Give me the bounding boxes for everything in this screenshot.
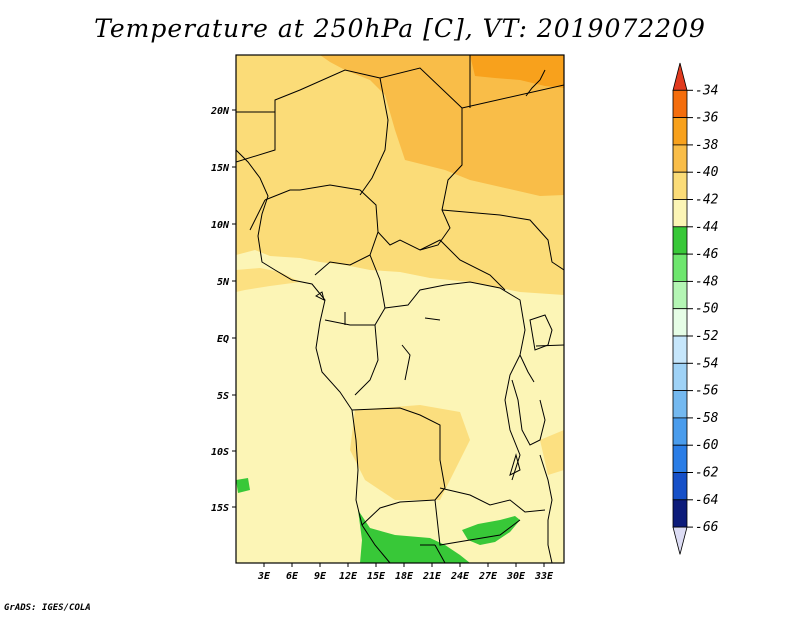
colorbar-swatch <box>672 335 688 364</box>
colorbar-swatch <box>672 308 688 337</box>
colorbar-swatch <box>672 499 688 528</box>
field-minus-40-to-42-west <box>236 268 300 292</box>
lat-tick-label: 20N <box>210 106 230 117</box>
grads-credit: GrADS: IGES/COLA <box>4 603 91 613</box>
colorbar-bottom-triangle <box>672 526 688 555</box>
colorbar-swatch <box>672 89 688 119</box>
lat-tick-labels: 20N 15N 10N 5N EQ 5S 10S 15S <box>210 106 230 514</box>
lon-tick-label: 6E <box>286 571 299 582</box>
colorbar-swatch <box>672 226 688 255</box>
colorbar-top-triangle <box>672 62 688 91</box>
colorbar-label: -66 <box>695 520 719 535</box>
colorbar-label: -44 <box>695 220 718 235</box>
lat-tick-label: 15N <box>211 163 230 174</box>
colorbar-label: -50 <box>695 302 719 317</box>
colorbar-label: -42 <box>695 193 719 208</box>
lat-tick-label: 5N <box>217 277 230 288</box>
page-title: Temperature at 250hPa [C], VT: 201907220… <box>94 14 706 43</box>
colorbar-swatch <box>672 417 688 446</box>
country-borders <box>236 55 564 563</box>
field-minus-38-to-40 <box>320 55 564 196</box>
lon-tick-label: 27E <box>478 571 498 582</box>
colorbar-swatch <box>672 199 688 228</box>
colorbar-label: -62 <box>695 466 719 481</box>
lon-tick-label: 18E <box>395 571 414 582</box>
colorbar-swatch <box>672 117 688 146</box>
lon-tick-label: 30E <box>506 571 526 582</box>
colorbar-swatch <box>672 444 688 473</box>
lat-tick-label: 10S <box>211 447 229 458</box>
field-minus-44-to-46 <box>358 510 470 563</box>
colorbar-label: -40 <box>695 165 719 180</box>
lon-tick-label: 12E <box>339 571 358 582</box>
colorbar-label: -46 <box>695 247 719 262</box>
lon-tick-labels: 3E 6E 9E 12E 15E 18E 21E 24E 27E 30E 33E <box>257 571 554 582</box>
colorbar-label: -60 <box>695 438 719 453</box>
field-minus-40-to-42-east <box>540 430 564 475</box>
colorbar-swatch <box>672 390 688 419</box>
field-minus-44-to-46-east <box>462 516 520 545</box>
colorbar-swatch <box>672 362 688 391</box>
colorbar-label: -48 <box>695 274 719 289</box>
lon-tick-label: 3E <box>257 571 271 582</box>
lon-tick-label: 9E <box>314 571 327 582</box>
lat-tick-label: 10N <box>211 220 230 231</box>
colorbar-label: -38 <box>695 138 719 153</box>
colorbar-swatch <box>672 253 688 282</box>
map-frame <box>235 54 565 564</box>
colorbar-label: -54 <box>695 356 718 371</box>
colorbar-swatch <box>672 472 688 501</box>
colorbar-swatch <box>672 171 688 200</box>
field-minus-44-to-46-west <box>236 478 250 493</box>
colorbar: -34 -36 -38 -40 -42 -44 -46 -48 -50 -52 -54 -56 -58 -… <box>672 62 719 555</box>
colorbar-swatch <box>672 144 688 173</box>
lat-tick-label: 5S <box>217 391 229 402</box>
colorbar-swatch <box>672 280 688 310</box>
colorbar-label: -58 <box>695 411 719 426</box>
colorbar-label: -36 <box>695 111 719 126</box>
lat-tick-label: EQ <box>217 334 229 345</box>
colorbar-label: -52 <box>695 329 719 344</box>
colorbar-label: -34 <box>695 83 718 98</box>
lon-tick-label: 33E <box>534 571 554 582</box>
lon-tick-label: 15E <box>367 571 386 582</box>
temperature-field <box>236 55 564 563</box>
colorbar-label: -64 <box>695 493 718 508</box>
colorbar-label: -56 <box>695 384 719 399</box>
lon-axis <box>263 563 545 567</box>
lon-tick-label: 21E <box>422 571 442 582</box>
lat-axis <box>232 109 236 508</box>
lat-tick-label: 15S <box>211 503 229 514</box>
lon-tick-label: 24E <box>450 571 470 582</box>
